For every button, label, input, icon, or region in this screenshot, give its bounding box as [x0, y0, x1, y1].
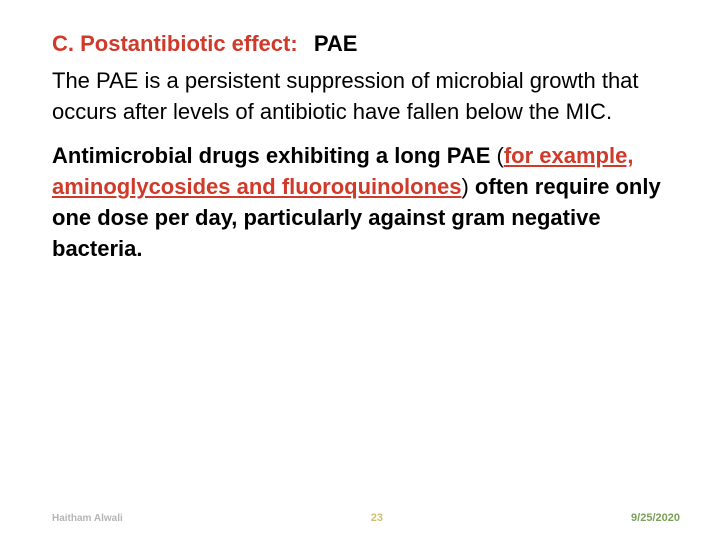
para2-paren-open: ( [497, 143, 504, 168]
slide-heading: C. Postantibiotic effect: PAE [52, 28, 680, 60]
heading-title-pae: PAE [314, 31, 358, 56]
para2-lead: Antimicrobial drugs exhibiting a long PA… [52, 143, 497, 168]
footer-page-number: 23 [371, 512, 383, 524]
footer-date: 9/25/2020 [631, 512, 680, 524]
slide-footer: Haitham Alwali 23 9/25/2020 [0, 512, 720, 524]
slide: C. Postantibiotic effect: PAE The PAE is… [0, 0, 720, 540]
heading-title-red: C. Postantibiotic effect: [52, 31, 298, 56]
paragraph-1: The PAE is a persistent suppression of m… [52, 66, 680, 128]
para2-paren-close: ) [461, 174, 468, 199]
footer-author: Haitham Alwali [52, 513, 123, 524]
paragraph-2: Antimicrobial drugs exhibiting a long PA… [52, 141, 680, 264]
